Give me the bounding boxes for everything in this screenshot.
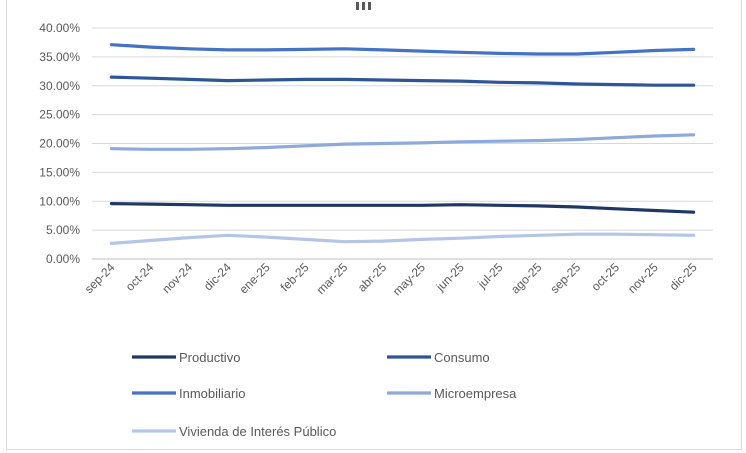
y-tick-label: 35.00% bbox=[39, 50, 80, 64]
series-line bbox=[109, 202, 696, 214]
x-tick-label: jul-25 bbox=[474, 260, 506, 292]
x-tick-label: oct-24 bbox=[123, 260, 157, 294]
y-tick-label: 30.00% bbox=[39, 79, 80, 93]
chart-title-fragment bbox=[356, 0, 376, 12]
x-tick-label: dic-25 bbox=[667, 260, 700, 293]
legend-label: Productivo bbox=[179, 350, 240, 365]
x-tick-label: sep-25 bbox=[547, 260, 583, 296]
x-tick-label: nov-24 bbox=[159, 260, 195, 296]
y-tick-label: 25.00% bbox=[39, 108, 80, 122]
x-tick-label: mar-25 bbox=[314, 260, 351, 297]
y-tick-label: 40.00% bbox=[39, 21, 80, 35]
series-line bbox=[109, 75, 696, 87]
y-tick-label: 5.00% bbox=[46, 223, 80, 237]
x-tick-label: may-25 bbox=[390, 260, 428, 298]
y-tick-label: 20.00% bbox=[39, 137, 80, 151]
series-lines bbox=[109, 43, 696, 245]
legend-label: Consumo bbox=[434, 350, 490, 365]
series-line bbox=[109, 43, 696, 56]
legend-label: Inmobiliario bbox=[179, 386, 245, 401]
series-line bbox=[109, 232, 696, 245]
legend-label: Microempresa bbox=[434, 386, 517, 401]
x-tick-label: sep-24 bbox=[82, 260, 118, 296]
x-tick-label: dic-24 bbox=[201, 260, 234, 293]
x-tick-label: nov-25 bbox=[625, 260, 661, 296]
y-tick-label: 10.00% bbox=[39, 194, 80, 208]
x-tick-label: ago-25 bbox=[508, 260, 545, 297]
x-tick-label: jun-25 bbox=[433, 260, 467, 294]
gridlines bbox=[92, 27, 713, 260]
legend-label: Vivienda de Interés Público bbox=[179, 424, 336, 439]
legend: Productivo Consumo Inmobiliario Microempres… bbox=[132, 350, 517, 439]
chart-frame bbox=[6, 0, 742, 450]
x-tick-label: ene-25 bbox=[236, 260, 273, 297]
y-tick-label: 0.00% bbox=[46, 252, 80, 266]
y-tick-label: 15.00% bbox=[39, 165, 80, 179]
x-tick-label: feb-25 bbox=[278, 260, 312, 294]
y-axis-tick-labels: 0.00% 5.00% 10.00% 15.00% 20.00% 25.00% 30.00%… bbox=[39, 21, 80, 266]
x-axis-tick-labels: sep-24 oct-24 nov-24 dic-24 ene-25 feb-25 mar-… bbox=[82, 260, 700, 298]
series-line bbox=[109, 133, 696, 151]
x-tick-label: abr-25 bbox=[355, 260, 390, 295]
x-tick-label: oct-25 bbox=[589, 260, 623, 294]
